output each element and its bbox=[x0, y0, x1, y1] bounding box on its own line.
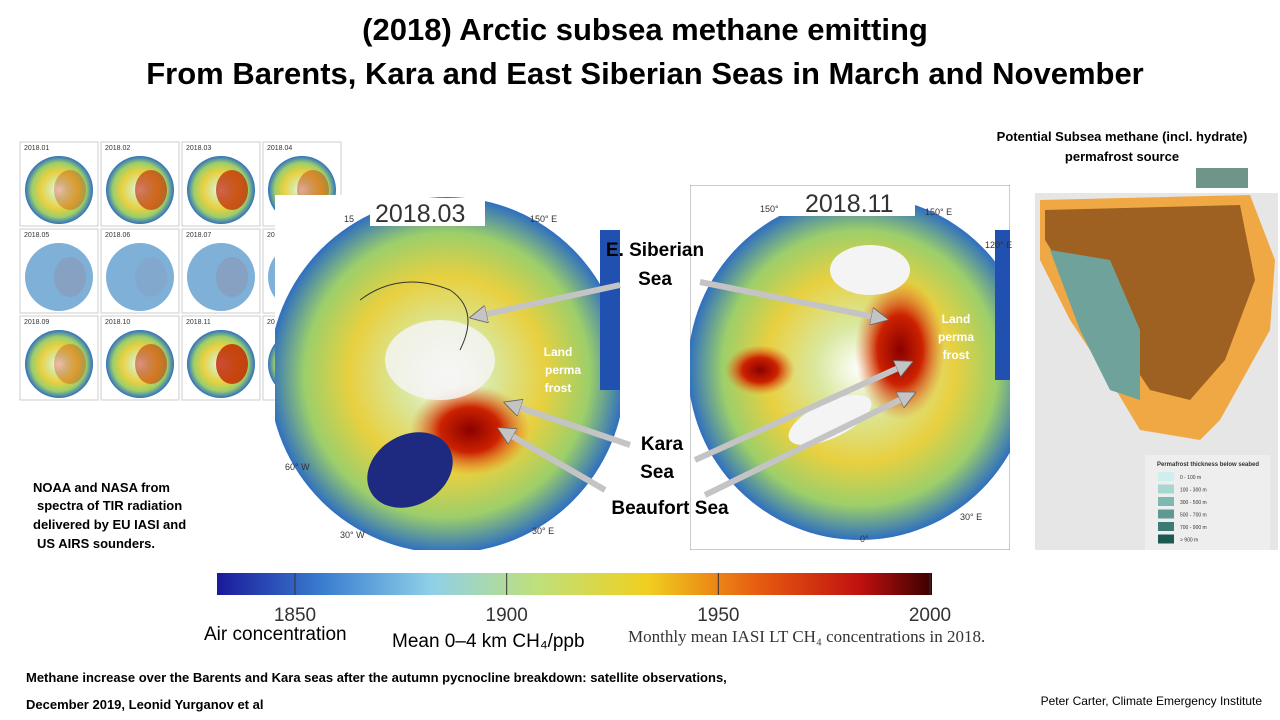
legend-label: 100 - 300 m bbox=[1180, 488, 1207, 494]
thumbnail-label: 2018.05 bbox=[24, 232, 49, 239]
thumbnail-label: 2018.04 bbox=[267, 145, 292, 152]
annotation: Sea bbox=[638, 269, 672, 290]
map-march bbox=[275, 195, 620, 550]
colorbar-unit: Mean 0–4 km CH₄/ppb bbox=[392, 631, 585, 652]
legend-label: > 900 m bbox=[1180, 538, 1198, 544]
thumbnail-label: 2018.09 bbox=[24, 319, 49, 326]
source-legend: 0 - 100 m 100 - 300 m 300 - 500 m 500 - 700… bbox=[1158, 472, 1207, 544]
degree-label: 15 bbox=[344, 214, 354, 224]
thumbnail-grid: 2018.01 2018.02 2018.03 2018.04 2018.05 2018.… bbox=[19, 141, 342, 401]
colorbar-tick-label: 1950 bbox=[697, 605, 739, 626]
label-bg bbox=[370, 198, 485, 226]
colorbar-caption: Monthly mean IASI LT CH₄ concentrations … bbox=[628, 627, 985, 646]
thumbnail-label: 2018.03 bbox=[186, 145, 211, 152]
land-label: Land bbox=[942, 312, 971, 326]
thumbnail-map bbox=[187, 243, 255, 311]
degree-label: 30° W bbox=[340, 530, 365, 540]
degree-label: 150° bbox=[760, 204, 779, 214]
colorbar bbox=[217, 573, 932, 595]
thumbnail-hotspot bbox=[135, 344, 167, 384]
legend-swatch bbox=[1158, 484, 1174, 494]
source-map bbox=[1035, 193, 1278, 550]
colorbar-ticks: 1850 1900 1950 2000 bbox=[274, 573, 951, 626]
source-title: permafrost source bbox=[1065, 149, 1179, 164]
map-label: 2018.03 bbox=[375, 200, 465, 228]
note-line: NOAA and NASA from bbox=[33, 480, 170, 495]
colorbar-label: Air concentration bbox=[204, 624, 347, 645]
legend-swatch bbox=[1158, 497, 1174, 506]
thumbnail-label: 2018.07 bbox=[186, 232, 211, 239]
thumbnail-label: 2018.01 bbox=[24, 145, 49, 152]
title-line: (2018) Arctic subsea methane emitting bbox=[362, 12, 928, 47]
title-line: From Barents, Kara and East Siberian Sea… bbox=[146, 56, 1144, 91]
degree-label: 30° E bbox=[532, 526, 554, 536]
citation: December 2019, Leonid Yurganov et al bbox=[26, 697, 263, 712]
thumbnail-label: 2018.10 bbox=[105, 319, 130, 326]
thumbnail-hotspot bbox=[135, 257, 167, 297]
legend-swatch bbox=[1158, 522, 1174, 531]
legend-swatch bbox=[1158, 509, 1174, 519]
degree-label: 150° E bbox=[530, 214, 557, 224]
thumbnail-label: 2018.11 bbox=[186, 319, 211, 326]
thumbnail-hotspot bbox=[54, 344, 86, 384]
thumbnail-map bbox=[25, 330, 93, 398]
legend-swatch bbox=[1158, 534, 1174, 544]
note-line: spectra of TIR radiation bbox=[37, 498, 182, 513]
degree-label: 30° E bbox=[960, 512, 982, 522]
legend-label: 300 - 500 m bbox=[1180, 500, 1207, 506]
degree-label: 120° E bbox=[985, 240, 1012, 250]
thumbnail-map bbox=[106, 243, 174, 311]
citation: Methane increase over the Barents and Ka… bbox=[26, 670, 727, 685]
annotation: Beaufort Sea bbox=[611, 498, 729, 519]
note-line: US AIRS sounders. bbox=[37, 536, 155, 551]
legend-swatch bbox=[1158, 472, 1174, 481]
legend-title: Permafrost thickness below seabed bbox=[1157, 462, 1259, 468]
colorbar-tick-label: 2000 bbox=[909, 605, 951, 626]
legend-label: 500 - 700 m bbox=[1180, 513, 1207, 519]
legend-label: 700 - 900 m bbox=[1180, 525, 1207, 531]
map-label: 2018.11 bbox=[805, 190, 894, 218]
degree-label: 150° E bbox=[925, 207, 952, 217]
thumbnail-label: 2018.02 bbox=[105, 145, 130, 152]
annotation: Sea bbox=[640, 462, 674, 483]
thumbnail-map bbox=[25, 243, 93, 311]
note-line: delivered by EU IASI and bbox=[33, 517, 186, 532]
map-november bbox=[690, 185, 1010, 550]
land-label: perma bbox=[545, 363, 581, 377]
label-bg bbox=[780, 186, 915, 216]
annotation: Kara bbox=[641, 434, 684, 455]
thumbnail-hotspot bbox=[135, 170, 167, 210]
land-label: frost bbox=[943, 348, 970, 362]
land-label: frost bbox=[545, 381, 572, 395]
colorbar-tick-label: 1900 bbox=[486, 605, 528, 626]
land-label: perma bbox=[938, 330, 974, 344]
arrows bbox=[478, 279, 908, 498]
swatch bbox=[1196, 168, 1248, 188]
thumbnail-label: 2018.06 bbox=[105, 232, 130, 239]
credit: Peter Carter, Climate Emergency Institut… bbox=[1041, 694, 1263, 708]
source-title: Potential Subsea methane (incl. hydrate) bbox=[997, 129, 1248, 144]
legend-label: 0 - 100 m bbox=[1180, 475, 1201, 481]
annotation: E. Siberian bbox=[606, 240, 704, 261]
thumbnail-hotspot bbox=[216, 344, 248, 384]
colorbar-tick-label: 1850 bbox=[274, 605, 316, 626]
degree-label: 0° bbox=[860, 534, 869, 544]
land-label: Land bbox=[544, 345, 573, 359]
thumbnail-hotspot bbox=[54, 257, 86, 297]
thumbnail-map bbox=[25, 156, 93, 224]
degree-label: 60° W bbox=[285, 462, 310, 472]
thumbnail-hotspot bbox=[54, 170, 86, 210]
thumbnail-hotspot bbox=[216, 257, 248, 297]
thumbnail-hotspot bbox=[216, 170, 248, 210]
